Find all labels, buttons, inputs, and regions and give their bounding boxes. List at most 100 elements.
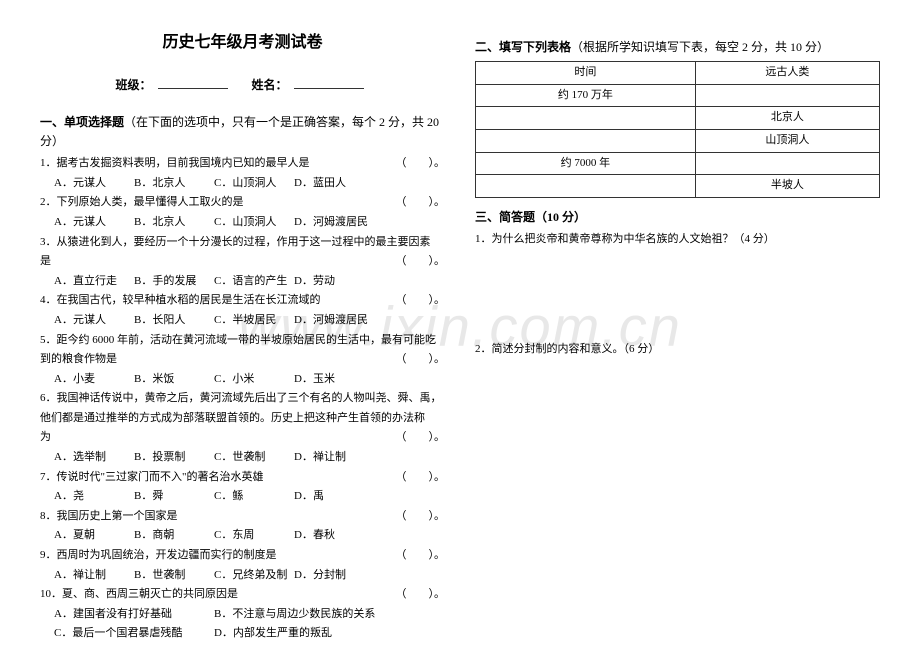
q7-a: A．尧 <box>54 488 134 506</box>
q1-paren: （ ）。 <box>396 155 446 173</box>
r3c1[interactable] <box>476 129 696 152</box>
section3-title: 三、简答题（10 分） <box>475 208 880 227</box>
section1-title: 一、单项选择题（在下面的选项中，只有一个是正确答案，每个 2 分，共 20 分） <box>40 113 445 151</box>
q6-d: D．禅让制 <box>294 449 374 467</box>
sq2: 2．简述分封制的内容和意义。（6 分） <box>475 341 880 359</box>
th-time: 时间 <box>476 62 696 85</box>
q6-a: A．选举制 <box>54 449 134 467</box>
q7-c: C．鲧 <box>214 488 294 506</box>
q6-l1: 6．我国神话传说中，黄帝之后，黄河流域先后出了三个有名的人物叫尧、舜、禹， <box>40 390 445 408</box>
q4-paren: （ ）。 <box>396 292 446 310</box>
q10-d: D．内部发生严重的叛乱 <box>214 625 332 643</box>
table-row: 北京人 <box>476 107 880 130</box>
q9-c: C．兄终弟及制 <box>214 567 294 585</box>
q3-d: D．劳动 <box>294 273 374 291</box>
q10-paren: （ ）。 <box>396 586 446 604</box>
q3-a: A．直立行走 <box>54 273 134 291</box>
class-blank[interactable] <box>158 88 228 89</box>
q1: 1．据考古发掘资料表明，目前我国境内已知的最早人是 （ ）。 <box>40 155 445 173</box>
q8-text: 8．我国历史上第一个国家是 <box>40 510 178 522</box>
class-label: 班级： <box>115 78 151 92</box>
q10-b: B．不注意与周边少数民族的关系 <box>214 606 375 624</box>
q10-opts-cd: C．最后一个国君暴虐残酷D．内部发生严重的叛乱 <box>40 625 445 643</box>
q10-opts-ab: A．建国者没有打好基础B．不注意与周边少数民族的关系 <box>40 606 445 624</box>
q2: 2．下列原始人类，最早懂得人工取火的是 （ ）。 <box>40 194 445 212</box>
q2-a: A．元谋人 <box>54 214 134 232</box>
q4-b: B．长阳人 <box>134 312 214 330</box>
q7-text: 7．传说时代"三过家门而不入"的著名治水英雄 <box>40 471 263 483</box>
q8-c: C．东周 <box>214 527 294 545</box>
q3-c: C．语言的产生 <box>214 273 294 291</box>
q4-c: C．半坡居民 <box>214 312 294 330</box>
q8: 8．我国历史上第一个国家是 （ ）。 <box>40 508 445 526</box>
q6-paren: （ ）。 <box>396 429 446 447</box>
r3c2: 山顶洞人 <box>695 129 879 152</box>
q5-opts: A．小麦B．米饭C．小米D．玉米 <box>40 371 445 389</box>
q8-d: D．春秋 <box>294 527 374 545</box>
q9-text: 9．西周时为巩固统治，开发边疆而实行的制度是 <box>40 549 277 561</box>
table-row: 半坡人 <box>476 175 880 198</box>
q6-opts: A．选举制B．投票制C．世袭制D．禅让制 <box>40 449 445 467</box>
q4-opts: A．元谋人B．长阳人C．半坡居民D．河姆渡居民 <box>40 312 445 330</box>
q5-a: A．小麦 <box>54 371 134 389</box>
q1-text: 1．据考古发掘资料表明，目前我国境内已知的最早人是 <box>40 157 310 169</box>
th-human: 远古人类 <box>695 62 879 85</box>
q5-paren: （ ）。 <box>396 351 446 369</box>
r4c2[interactable] <box>695 152 879 175</box>
q7: 7．传说时代"三过家门而不入"的著名治水英雄 （ ）。 <box>40 469 445 487</box>
q2-d: D．河姆渡居民 <box>294 214 374 232</box>
r5c1[interactable] <box>476 175 696 198</box>
q6-c: C．世袭制 <box>214 449 294 467</box>
q6-l2: 他们都是通过推举的方式成为部落联盟首领的。历史上把这种产生首领的办法称 <box>40 410 445 428</box>
q6-l3: 为（ ）。 <box>40 429 445 447</box>
student-info: 班级： 姓名： <box>40 76 445 95</box>
q2-paren: （ ）。 <box>396 194 446 212</box>
q3-paren: （ ）。 <box>396 253 446 271</box>
q5-text2: 到的粮食作物是 <box>40 353 117 365</box>
r4c1: 约 7000 年 <box>476 152 696 175</box>
sq1: 1．为什么把炎帝和黄帝尊称为中华名族的人文始祖？（4 分） <box>475 231 880 249</box>
q5-d: D．玉米 <box>294 371 374 389</box>
name-blank[interactable] <box>294 88 364 89</box>
r2c1[interactable] <box>476 107 696 130</box>
fill-table: 时间远古人类 约 170 万年 北京人 山顶洞人 约 7000 年 半坡人 <box>475 61 880 198</box>
q8-a: A．夏朝 <box>54 527 134 545</box>
q10-text: 10．夏、商、西周三朝灭亡的共同原因是 <box>40 588 238 600</box>
q1-b: B．北京人 <box>134 175 214 193</box>
q5-c: C．小米 <box>214 371 294 389</box>
q9-d: D．分封制 <box>294 567 374 585</box>
section2-title: 二、填写下列表格（根据所学知识填写下表，每空 2 分，共 10 分） <box>475 38 880 57</box>
q9-a: A．禅让制 <box>54 567 134 585</box>
q3-b: B．手的发展 <box>134 273 214 291</box>
q5-l2: 到的粮食作物是 （ ）。 <box>40 351 445 369</box>
table-row: 约 7000 年 <box>476 152 880 175</box>
r5c2: 半坡人 <box>695 175 879 198</box>
q1-a: A．元谋人 <box>54 175 134 193</box>
section1-label: 一、单项选择题 <box>40 115 124 129</box>
q2-c: C．山顶洞人 <box>214 214 294 232</box>
r1c2[interactable] <box>695 84 879 107</box>
sq1-space[interactable] <box>475 251 880 341</box>
q1-d: D．蓝田人 <box>294 175 374 193</box>
q2-b: B．北京人 <box>134 214 214 232</box>
q6-b: B．投票制 <box>134 449 214 467</box>
table-row: 山顶洞人 <box>476 129 880 152</box>
q4-d: D．河姆渡居民 <box>294 312 374 330</box>
q2-text: 2．下列原始人类，最早懂得人工取火的是 <box>40 196 244 208</box>
page-title: 历史七年级月考测试卷 <box>40 30 445 56</box>
q8-opts: A．夏朝B．商朝C．东周D．春秋 <box>40 527 445 545</box>
q3-l1: 3．从猿进化到人，要经历一个十分漫长的过程，作用于这一过程中的最主要因素 <box>40 234 445 252</box>
q7-paren: （ ）。 <box>396 469 446 487</box>
q9: 9．西周时为巩固统治，开发边疆而实行的制度是（ ）。 <box>40 547 445 565</box>
q7-b: B．舜 <box>134 488 214 506</box>
sq2-space[interactable] <box>475 360 880 450</box>
section2-note: （根据所学知识填写下表，每空 2 分，共 10 分） <box>571 40 829 54</box>
q1-opts: A．元谋人B．北京人C．山顶洞人D．蓝田人 <box>40 175 445 193</box>
q8-paren: （ ）。 <box>396 508 446 526</box>
q5-b: B．米饭 <box>134 371 214 389</box>
q4: 4．在我国古代，较早种植水稻的居民是生活在长江流域的（ ）。 <box>40 292 445 310</box>
r2c2: 北京人 <box>695 107 879 130</box>
section2-label: 二、填写下列表格 <box>475 40 571 54</box>
right-column: 二、填写下列表格（根据所学知识填写下表，每空 2 分，共 10 分） 时间远古人… <box>475 30 880 621</box>
q3-opts: A．直立行走B．手的发展C．语言的产生D．劳动 <box>40 273 445 291</box>
